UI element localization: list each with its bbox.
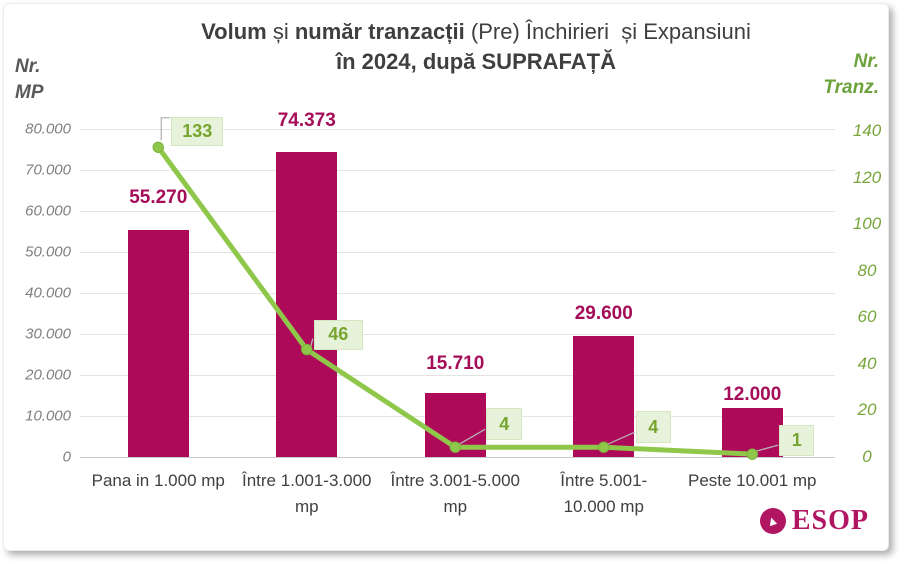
right-axis-tick-label: 100	[852, 214, 882, 233]
line-marker-1	[152, 141, 164, 153]
chart-title-segment: (Pre) Închirieri și Expansiuni	[464, 19, 751, 44]
category-label-line: Între 1.001-3.000	[242, 471, 372, 490]
right-axis-tick-label: 40	[857, 353, 877, 373]
esop-logo-text: ESOP	[791, 505, 869, 536]
category-label: Pana in 1.000 mp	[76, 468, 240, 494]
chart-title-segment: Volum	[201, 19, 267, 44]
line-value-label: 4	[635, 411, 671, 444]
line-value-label: 1	[779, 425, 815, 457]
bar-value-label: 74.373	[277, 110, 336, 132]
left-axis-unit-line2: MP	[15, 82, 44, 103]
line-value-label: 133	[171, 117, 224, 147]
bar-value-label: 55.270	[129, 187, 188, 209]
bar-4	[573, 335, 635, 457]
category-label-line: mp	[443, 497, 468, 516]
gridline	[80, 252, 835, 253]
esop-logo: ▲ ESOP	[759, 505, 869, 537]
category-label-line: 10.000 mp	[563, 497, 644, 516]
bar-value-label: 12.000	[723, 383, 782, 405]
left-axis-unit-line1: Nr.	[15, 56, 41, 77]
category-label-line: Între 3.001-5.000	[390, 471, 520, 490]
chart-title-segment: și	[266, 19, 295, 44]
chart-title: Volum și număr tranzacții (Pre) Închirie…	[91, 17, 861, 77]
right-axis-unit-label: Nr. Tranz.	[823, 49, 879, 101]
gridline	[80, 170, 835, 171]
gridline	[80, 293, 835, 294]
chart-layer: Volum și număr tranzacții (Pre) Închirie…	[4, 4, 888, 550]
right-axis-tick-label: 20	[857, 400, 877, 419]
line-value-label: 46	[313, 319, 363, 350]
category-label-line: Peste 10.001 mp	[687, 471, 817, 490]
bar-2	[276, 152, 338, 457]
left-axis-tick-label: 70.000	[25, 161, 71, 179]
right-axis-tick-label: 60	[857, 307, 877, 326]
left-axis-tick-label: 20.000	[25, 366, 71, 384]
x-axis-line	[80, 457, 835, 458]
esop-logo-circle: ▲	[759, 508, 786, 534]
right-axis-tick-label: 120	[852, 167, 882, 187]
category-label: Peste 10.001 mp	[670, 468, 834, 494]
bar-value-label: 29.600	[574, 302, 633, 324]
category-label: Între 5.001- 10.000 mp	[522, 468, 686, 520]
right-axis-unit-line1: Nr.	[853, 51, 879, 72]
gridline	[80, 375, 835, 376]
left-axis-tick-label: 10.000	[25, 407, 71, 425]
left-axis-tick-label: 30.000	[25, 325, 71, 343]
category-label-line: mp	[294, 497, 319, 516]
bar-1	[127, 230, 189, 457]
left-axis-tick-label: 0	[62, 448, 71, 466]
line-value-label: 4	[486, 408, 523, 441]
right-axis-unit-line2: Tranz.	[823, 77, 879, 98]
chart-title-line2: în 2024, după SUPRAFAȚĂ	[336, 49, 616, 74]
chart-title-segment: număr tranzacții	[294, 19, 465, 44]
right-axis-tick-label: 140	[852, 121, 882, 140]
category-label: Între 3.001-5.000 mp	[373, 468, 537, 520]
right-axis-tick-label: 0	[862, 446, 872, 466]
chart-title-line1: Volum și număr tranzacții (Pre) Închirie…	[91, 17, 861, 47]
left-axis-tick-label: 80.000	[25, 120, 71, 138]
gridline	[80, 211, 835, 212]
gridline	[80, 129, 835, 130]
left-axis-tick-label: 60.000	[25, 202, 71, 220]
bar-3	[424, 392, 486, 457]
left-axis-tick-label: 40.000	[25, 284, 71, 302]
bar-5	[721, 407, 783, 457]
category-label-line: Între 5.001-	[560, 471, 648, 490]
right-axis-tick-label: 80	[857, 260, 877, 280]
gridline	[80, 334, 835, 335]
left-axis-tick-label: 50.000	[25, 243, 71, 261]
up-arrow-icon: ▲	[764, 510, 781, 530]
category-label-line: Pana in 1.000 mp	[91, 471, 225, 490]
category-label: Între 1.001-3.000 mp	[225, 468, 389, 520]
chart-card: Volum și număr tranzacții (Pre) Închirie…	[3, 3, 889, 551]
left-axis-unit-label: Nr. MP	[15, 54, 44, 106]
bar-value-label: 15.710	[426, 352, 485, 374]
